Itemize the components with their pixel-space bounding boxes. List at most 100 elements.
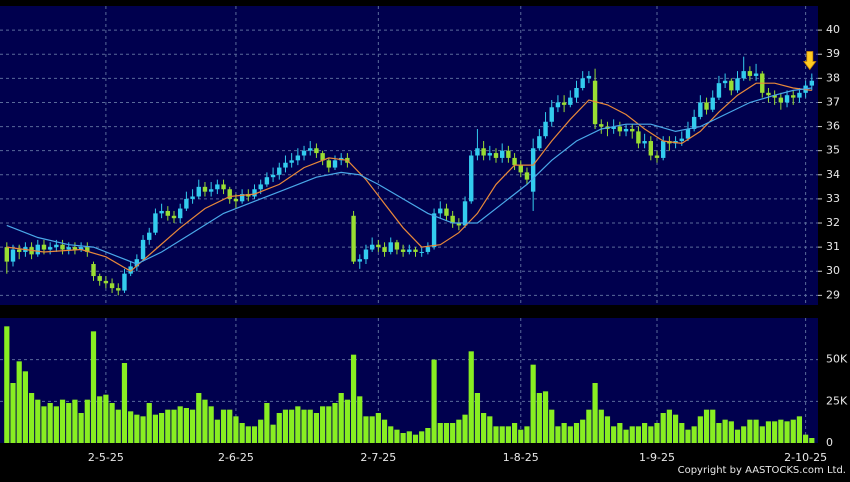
volume-bar	[344, 399, 350, 443]
candle-body	[277, 167, 282, 175]
volume-bar	[47, 403, 53, 443]
candle-body	[60, 244, 65, 250]
candle-body	[221, 184, 226, 190]
volume-bar	[685, 429, 691, 443]
candle-body	[512, 157, 517, 166]
y-tick-label: 50K	[826, 353, 848, 366]
volume-bar	[419, 431, 425, 443]
candle-body	[654, 155, 660, 158]
candle-body	[778, 97, 784, 103]
volume-bar	[511, 423, 518, 443]
volume-bar	[140, 416, 146, 443]
volume-bar	[381, 419, 388, 443]
candle-body	[128, 266, 133, 274]
volume-bar	[388, 426, 394, 443]
candle-body	[190, 196, 195, 199]
candle-body	[419, 251, 424, 253]
volume-bar	[716, 423, 722, 443]
candle-body	[431, 213, 437, 248]
candle-body	[444, 208, 449, 216]
volume-bar	[171, 409, 177, 443]
candle-body	[184, 198, 189, 209]
volume-bar	[4, 326, 10, 443]
volume-bar	[617, 423, 623, 443]
grid: 29 30 31 32 33 34 35 36 37 38 39 40 0 25K 50K 2-5-25 2-6…	[0, 6, 848, 464]
candle-body	[537, 136, 542, 149]
y-tick-label: 31	[826, 240, 840, 253]
candle-body	[382, 247, 387, 252]
x-tick-label: 2-6-25	[218, 451, 254, 464]
candle-body	[202, 186, 208, 192]
volume-bar	[753, 419, 759, 443]
volume-bar	[580, 419, 586, 443]
candle-body	[592, 80, 598, 125]
y-tick-label: 29	[826, 288, 840, 301]
volume-bar	[586, 409, 592, 443]
volume-bar	[524, 426, 530, 443]
volume-bar	[10, 383, 16, 443]
candle-body	[462, 201, 468, 226]
volume-bar	[561, 423, 567, 443]
candle-body	[78, 247, 84, 250]
volume-bar	[635, 426, 642, 443]
volume-bar	[642, 423, 648, 443]
volume-bar	[697, 416, 703, 443]
x-tick-label: 1-9-25	[639, 451, 675, 464]
candle-body	[630, 128, 635, 132]
y-tick-label: 25K	[826, 394, 848, 407]
x-tick-label: 2-5-25	[88, 451, 124, 464]
volume-bar	[518, 429, 524, 443]
candle-body	[301, 150, 307, 156]
candle-body	[413, 249, 418, 252]
volume-bar	[97, 396, 103, 443]
volume-bar	[604, 416, 611, 443]
volume-bar	[710, 409, 716, 443]
volume-bar	[462, 414, 468, 443]
candle-body	[388, 242, 393, 252]
volume-bar	[183, 408, 189, 443]
candle-body	[561, 102, 567, 105]
candle-body	[177, 208, 183, 219]
volume-bar	[549, 409, 555, 443]
volume-bar	[276, 413, 282, 443]
candle-body	[710, 97, 715, 110]
candle-body	[208, 189, 214, 192]
volume-bar	[320, 406, 326, 443]
candle-body	[543, 121, 548, 137]
candle-body	[809, 80, 815, 86]
candle-body	[239, 194, 245, 202]
volume-bar	[741, 426, 747, 443]
volume-bar	[289, 409, 295, 443]
volume-bar	[134, 414, 140, 443]
candle-body	[233, 198, 239, 202]
candle-body	[295, 155, 301, 161]
candle-body	[215, 184, 220, 190]
volume-bar	[505, 426, 511, 443]
volume-bar	[152, 414, 159, 443]
candle-body	[623, 128, 629, 132]
volume-bar	[573, 423, 580, 443]
volume-bar	[375, 413, 381, 443]
candle-body	[72, 247, 78, 250]
volume-bar	[648, 426, 654, 443]
candle-body	[660, 141, 666, 158]
candle-body	[400, 249, 406, 252]
candle-body	[493, 153, 499, 158]
y-tick-label: 33	[826, 192, 840, 205]
marks	[4, 56, 815, 443]
volume-bar	[468, 351, 474, 443]
candle-body	[394, 242, 400, 250]
x-tick-label: 1-8-25	[503, 451, 539, 464]
candle-body	[729, 80, 734, 91]
candle-body	[103, 280, 109, 284]
volume-bar	[301, 409, 307, 443]
volume-bar	[72, 399, 78, 443]
candle-body	[456, 223, 462, 226]
candle-body	[469, 155, 474, 202]
candle-body	[289, 160, 294, 163]
volume-bar	[542, 391, 549, 443]
candle-body	[4, 247, 10, 262]
volume-bar	[703, 409, 710, 443]
y-tick-label: 32	[826, 216, 840, 229]
candle-body	[617, 126, 623, 132]
